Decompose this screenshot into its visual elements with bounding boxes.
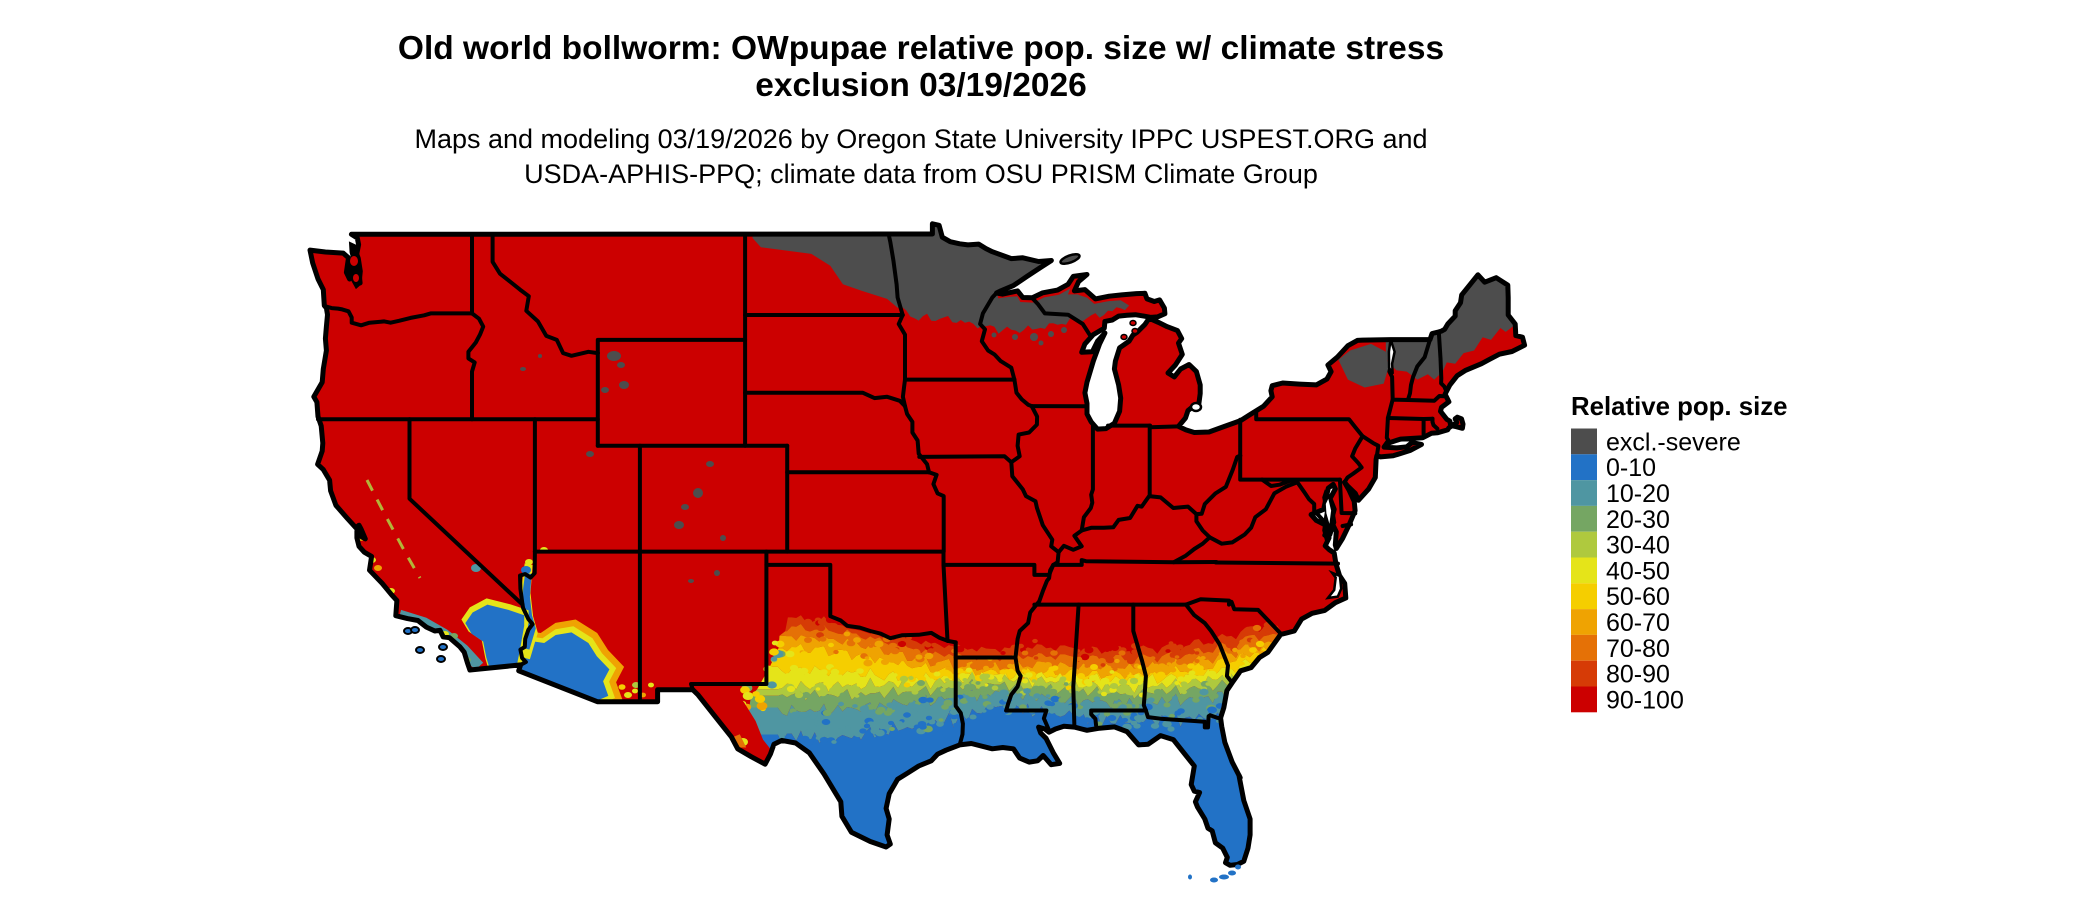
svg-text:10-20: 10-20: [1606, 480, 1670, 508]
svg-text:90-100: 90-100: [1606, 686, 1684, 714]
svg-text:40-50: 40-50: [1606, 557, 1670, 585]
svg-text:Maps and modeling 03/19/2026 b: Maps and modeling 03/19/2026 by Oregon S…: [414, 124, 1427, 154]
svg-text:Relative pop. size: Relative pop. size: [1571, 393, 1787, 421]
svg-text:excl.-severe: excl.-severe: [1606, 428, 1741, 456]
svg-text:50-60: 50-60: [1606, 583, 1670, 611]
svg-text:0-10: 0-10: [1606, 454, 1656, 482]
svg-text:80-90: 80-90: [1606, 661, 1670, 689]
svg-text:30-40: 30-40: [1606, 532, 1670, 560]
svg-text:exclusion 03/19/2026: exclusion 03/19/2026: [755, 67, 1087, 104]
svg-text:70-80: 70-80: [1606, 635, 1670, 663]
svg-text:20-30: 20-30: [1606, 506, 1670, 534]
svg-text:Old world bollworm: OWpupae re: Old world bollworm: OWpupae relative pop…: [398, 30, 1444, 67]
svg-text:USDA-APHIS-PPQ; climate data f: USDA-APHIS-PPQ; climate data from OSU PR…: [524, 159, 1318, 189]
svg-text:60-70: 60-70: [1606, 609, 1670, 637]
